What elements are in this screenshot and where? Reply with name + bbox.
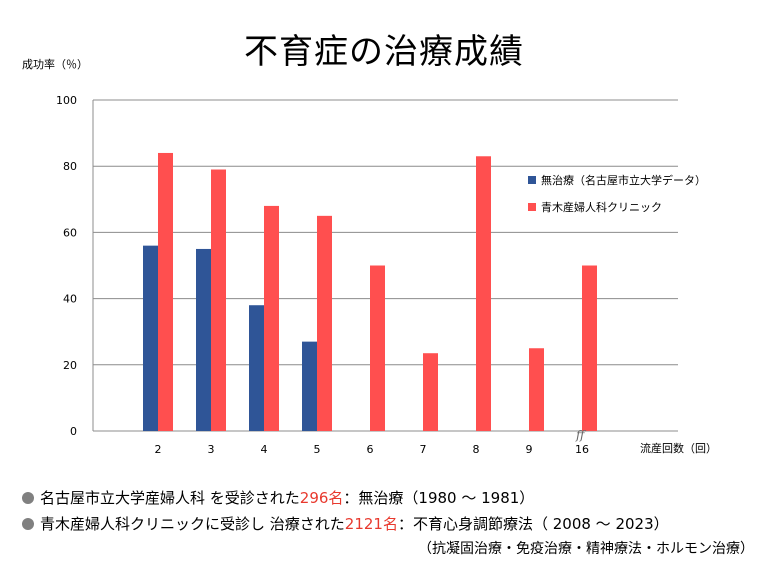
- note-2-detail: ：不育心身調節療法（ 2008 ～ 2023）: [397, 515, 669, 533]
- note-1-detail: ：無治療（1980 ～ 1981）: [343, 489, 535, 507]
- y-tick-label: 100: [56, 94, 77, 107]
- y-tick-label: 40: [63, 293, 77, 306]
- note-1-text: 名古屋市立大学産婦人科 を受診された: [40, 489, 300, 507]
- x-tick-label: 9: [526, 443, 533, 456]
- bar-clinic: [317, 215, 332, 431]
- x-tick-label: 7: [420, 443, 427, 456]
- legend-swatch: [528, 176, 536, 184]
- note-line-2: 青木産婦人科クリニックに受診し 治療された2121名：不育心身調節療法（ 200…: [22, 513, 669, 534]
- bar-clinic: [211, 169, 226, 431]
- bar-untreated: [143, 245, 158, 431]
- bar-clinic: [370, 265, 385, 431]
- x-tick-label: 5: [314, 443, 321, 456]
- bar-clinic: [529, 348, 544, 431]
- x-tick-label: 6: [367, 443, 374, 456]
- legend-swatch: [528, 203, 536, 211]
- chart-title: 不育症の治療成績: [244, 32, 524, 72]
- bar-clinic: [158, 152, 173, 431]
- bar-clinic: [476, 156, 491, 431]
- bullet-icon: [22, 518, 34, 530]
- note-line-3: （抗凝固治療・免疫治療・精神療法・ホルモン治療）: [418, 541, 754, 557]
- y-tick-label: 0: [70, 425, 77, 438]
- bar-clinic: [264, 205, 279, 431]
- x-tick-label: 4: [261, 443, 268, 456]
- x-axis-label: 流産回数（回）: [640, 442, 717, 455]
- note-2-count: 2121名: [344, 515, 398, 533]
- bullet-icon: [22, 492, 34, 504]
- x-tick-label: 3: [208, 443, 215, 456]
- note-2-text: 青木産婦人科クリニックに受診し 治療された: [40, 515, 345, 533]
- x-tick-label: 8: [473, 443, 480, 456]
- y-axis-label: 成功率（％）: [22, 58, 88, 71]
- y-tick-label: 80: [63, 160, 77, 173]
- bar-clinic: [423, 353, 438, 431]
- bar-untreated: [196, 248, 211, 431]
- bar-clinic: [582, 265, 597, 431]
- legend-label: 無治療（名古屋市立大学データ）: [541, 173, 706, 187]
- x-tick-label: 16: [575, 443, 589, 456]
- note-1-count: 296名: [299, 489, 344, 507]
- axis-break-mark: ff: [575, 428, 587, 442]
- bar-untreated: [249, 305, 264, 431]
- y-tick-label: 20: [63, 359, 77, 372]
- y-tick-label: 60: [63, 226, 77, 239]
- bar-untreated: [302, 341, 317, 431]
- x-tick-label: 2: [155, 443, 162, 456]
- legend-label: 青木産婦人科クリニック: [541, 200, 662, 214]
- note-line-1: 名古屋市立大学産婦人科 を受診された296名：無治療（1980 ～ 1981）: [22, 487, 534, 508]
